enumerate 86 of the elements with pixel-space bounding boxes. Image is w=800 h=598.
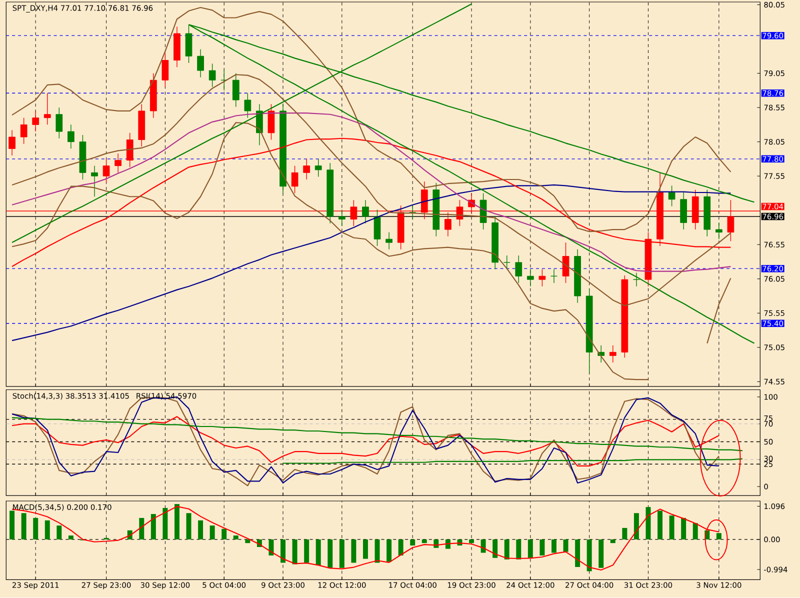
bar: [21, 513, 26, 540]
bar: [56, 526, 62, 540]
bar: [658, 510, 663, 540]
bar: [563, 540, 568, 552]
bar: [280, 540, 286, 563]
candlestick: [503, 255, 510, 270]
bar: [33, 518, 38, 540]
candlestick: [208, 64, 216, 88]
bar: [150, 514, 156, 540]
bar: [162, 508, 168, 540]
bar: [139, 518, 144, 540]
candlestick: [91, 166, 98, 198]
candlestick: [526, 269, 534, 287]
bar: [174, 504, 180, 540]
candlestick: [197, 49, 204, 78]
candlestick: [303, 158, 310, 180]
bar: [575, 540, 580, 568]
bar: [186, 513, 192, 540]
bar: [681, 518, 686, 540]
bar: [634, 513, 639, 540]
candlestick: [668, 186, 676, 207]
candlestick: [314, 158, 322, 178]
candlestick: [32, 110, 40, 132]
candlestick: [550, 269, 558, 284]
candlestick: [374, 209, 381, 247]
bar: [622, 528, 628, 540]
candlestick: [56, 107, 63, 139]
bar: [210, 526, 215, 540]
bar: [386, 540, 392, 562]
bar: [586, 540, 592, 572]
bar: [68, 536, 74, 540]
candlestick: [162, 53, 169, 88]
candlestick: [633, 272, 640, 287]
candlestick: [409, 205, 416, 220]
bar: [362, 540, 368, 559]
bar: [292, 540, 298, 564]
candlestick: [386, 232, 392, 250]
bar: [716, 533, 722, 540]
candlestick: [480, 193, 487, 230]
bar: [222, 529, 227, 540]
candlestick: [68, 124, 74, 150]
candlestick: [44, 92, 51, 126]
bar: [410, 540, 416, 546]
bar: [610, 540, 616, 544]
bar: [304, 540, 310, 563]
bar: [245, 540, 250, 544]
candlestick: [515, 255, 522, 284]
candlestick: [362, 200, 369, 224]
bar: [10, 510, 15, 540]
bar: [328, 540, 333, 568]
bar: [480, 540, 486, 553]
candlestick: [291, 166, 298, 194]
bar: [268, 540, 274, 556]
candlestick: [680, 192, 688, 230]
candlestick: [538, 269, 546, 287]
bar: [551, 540, 556, 553]
candlestick: [244, 92, 252, 118]
bar: [598, 540, 604, 568]
bar: [351, 540, 356, 563]
bar: [669, 516, 674, 540]
candlestick: [126, 132, 134, 168]
bar: [516, 540, 522, 560]
bar: [646, 507, 651, 540]
candlestick: [609, 345, 616, 364]
bar: [398, 540, 404, 556]
bar: [692, 523, 698, 540]
bar: [504, 540, 510, 560]
bar: [44, 520, 50, 540]
candlestick: [715, 222, 722, 240]
bar: [316, 540, 321, 566]
candlestick: [268, 104, 275, 140]
bar: [540, 540, 545, 556]
bar: [469, 540, 474, 544]
bar: [339, 540, 344, 568]
bar: [233, 536, 238, 540]
bar: [422, 540, 427, 544]
candlestick: [338, 209, 346, 227]
candlestick: [114, 153, 122, 174]
bar: [198, 520, 204, 540]
candlestick: [232, 73, 240, 108]
bar: [528, 540, 533, 558]
candlestick: [8, 130, 16, 156]
candlestick: [20, 118, 28, 144]
candlestick: [562, 242, 570, 284]
candlestick: [102, 158, 110, 184]
bar: [492, 540, 498, 558]
